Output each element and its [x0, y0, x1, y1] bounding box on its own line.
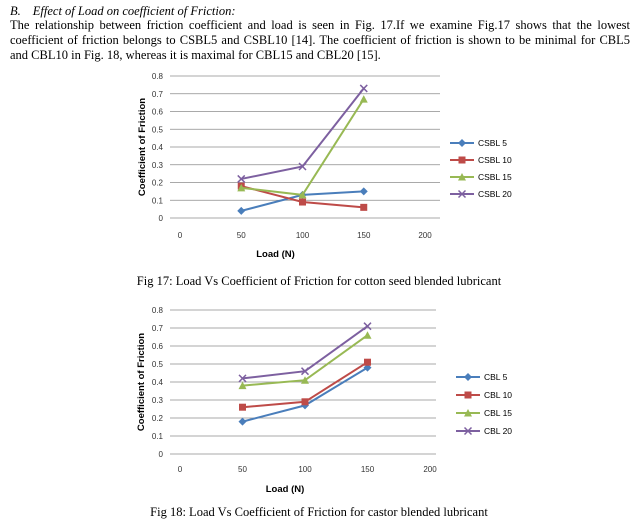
series-cbl-15: [238, 331, 372, 390]
y-tick-label: 0.7: [152, 90, 164, 99]
x-tick-label: 150: [357, 231, 371, 240]
legend-label: CBL 10: [484, 390, 512, 400]
legend-marker: [457, 189, 467, 199]
x-tick-label: 0: [178, 465, 183, 474]
legend-item: CBL 5: [456, 372, 508, 382]
data-point: [363, 331, 372, 339]
data-point: [360, 203, 368, 211]
legend-marker: [458, 139, 466, 147]
legend-item: CBL 10: [456, 390, 512, 400]
legend-item: CBL 20: [456, 426, 512, 436]
x-tick-label: 100: [298, 465, 312, 474]
x-tick-label: 0: [178, 231, 183, 240]
x-tick-label: 100: [296, 231, 310, 240]
series-csbl-15: [237, 95, 368, 199]
y-tick-label: 0.3: [152, 161, 164, 170]
y-tick-label: 0.6: [152, 108, 164, 117]
data-point: [301, 376, 309, 384]
legend-marker: [458, 173, 466, 181]
legend-item: CBL 15: [456, 408, 512, 418]
y-tick-label: 0.8: [152, 306, 164, 315]
y-tick-label: 0.4: [152, 378, 164, 387]
x-tick-label: 150: [361, 465, 375, 474]
series-cbl-20: [238, 322, 372, 383]
data-point: [298, 190, 307, 199]
data-point: [364, 358, 371, 366]
legend-marker: [464, 391, 472, 399]
y-tick-label: 0.6: [152, 342, 164, 351]
y-tick-label: 0.7: [152, 324, 164, 333]
legend-marker: [464, 409, 472, 417]
data-point: [237, 174, 246, 183]
data-point: [300, 367, 310, 376]
legend-label: CSBL 10: [478, 155, 512, 165]
section-title: Effect of Load on coefficient of Frictio…: [32, 4, 236, 18]
section-number: B.: [10, 4, 21, 18]
data-point: [299, 198, 306, 206]
y-tick-label: 0.2: [152, 179, 164, 188]
data-point: [237, 206, 246, 215]
data-point: [359, 84, 368, 93]
y-tick-label: 0.5: [152, 125, 164, 134]
legend-item: CSBL 10: [450, 155, 512, 165]
series-cbl-10: [239, 358, 371, 411]
figure-17-caption: Fig 17: Load Vs Coefficient of Friction …: [136, 274, 502, 288]
data-point: [238, 417, 247, 426]
data-point: [238, 381, 247, 390]
y-axis-title: Coefficient of Friction: [137, 98, 148, 196]
legend-label: CBL 15: [484, 408, 512, 418]
legend-label: CSBL 20: [478, 189, 512, 199]
data-point: [301, 398, 309, 406]
legend-item: CSBL 15: [450, 172, 512, 182]
y-tick-label: 0.1: [152, 196, 164, 205]
legend-label: CBL 20: [484, 426, 512, 436]
y-tick-label: 0: [159, 214, 164, 223]
y-tick-label: 0.2: [152, 414, 164, 423]
series-csbl-20: [237, 84, 368, 183]
data-point: [359, 187, 368, 196]
y-tick-label: 0.5: [152, 360, 164, 369]
legend-label: CSBL 15: [478, 172, 512, 182]
section-heading: B. Effect of Load on coefficient of Frict…: [10, 4, 236, 19]
legend-marker: [463, 426, 473, 436]
legend-marker: [464, 373, 472, 381]
data-point: [238, 374, 247, 383]
y-tick-label: 0.1: [152, 432, 164, 441]
y-tick-label: 0: [159, 450, 164, 459]
data-point: [239, 403, 246, 411]
x-axis-title: Load (N): [266, 484, 305, 495]
y-tick-label: 0.8: [152, 72, 164, 81]
body-paragraph: The relationship between friction coeffi…: [10, 18, 630, 62]
y-tick-label: 0.4: [152, 143, 164, 152]
y-axis-title: Coefficient of Friction: [136, 333, 147, 431]
data-point: [237, 183, 246, 192]
x-tick-label: 50: [237, 231, 246, 240]
legend-marker: [458, 156, 466, 164]
data-point: [359, 95, 368, 103]
data-point: [298, 162, 307, 171]
y-tick-label: 0.3: [152, 396, 164, 405]
legend-label: CBL 5: [484, 372, 508, 382]
data-point: [363, 322, 372, 331]
legend-label: CSBL 5: [478, 138, 507, 148]
figure-18-caption: Fig 18: Load Vs Coefficient of Friction …: [150, 505, 488, 519]
x-axis-title: Load (N): [256, 249, 295, 260]
legend-item: CSBL 5: [450, 138, 507, 148]
x-tick-label: 200: [418, 231, 432, 240]
x-tick-label: 200: [423, 465, 437, 474]
x-tick-label: 50: [238, 465, 247, 474]
legend-item: CSBL 20: [450, 189, 512, 199]
